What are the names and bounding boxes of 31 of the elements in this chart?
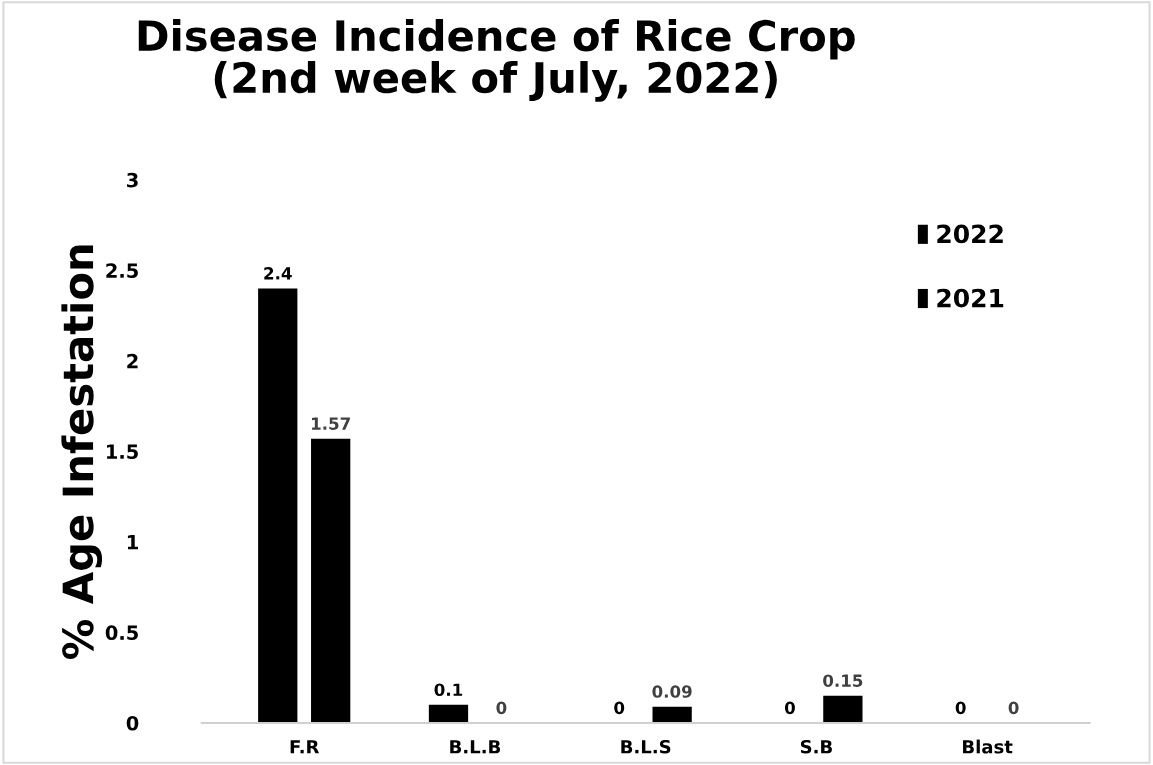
y-tick-label: 0: [126, 715, 139, 731]
chart-title: Disease Incidence of Rice Crop (2nd week of July, 2022): [138, 19, 855, 102]
y-axis-title: % Age Infestation: [61, 245, 103, 659]
x-tick-label: B.L.S: [621, 739, 671, 754]
y-tick-label: 1: [127, 535, 138, 550]
data-label: 0: [614, 701, 625, 715]
data-label: 0.09: [652, 685, 692, 698]
data-label: 0: [784, 701, 795, 715]
data-label: 0: [1008, 701, 1019, 715]
bar: [823, 695, 863, 723]
data-label: 0.15: [823, 674, 863, 687]
data-label: 1.57: [312, 417, 350, 430]
legend-label: 2022: [937, 224, 1003, 244]
x-tick-label: S.B: [800, 739, 832, 754]
bar: [258, 288, 298, 723]
bar: [311, 438, 351, 723]
y-tick-label: 0.5: [105, 625, 138, 641]
y-tick-label: 2.5: [106, 263, 138, 278]
y-tick-label: 1.5: [107, 444, 138, 460]
y-tick-label: 2: [127, 353, 138, 369]
data-label: 0.1: [434, 683, 463, 697]
bar: [652, 706, 692, 723]
bar: [428, 704, 469, 723]
legend-label: 2021: [937, 288, 1004, 308]
data-label: 0: [955, 701, 966, 715]
y-tick-label: 3: [127, 172, 138, 188]
x-tick-label: F.R: [290, 740, 320, 754]
data-label: 0: [496, 701, 507, 715]
data-label: 2.4: [264, 267, 292, 280]
x-tick-label: B.L.B: [450, 740, 501, 754]
x-tick-label: Blast: [963, 739, 1013, 754]
